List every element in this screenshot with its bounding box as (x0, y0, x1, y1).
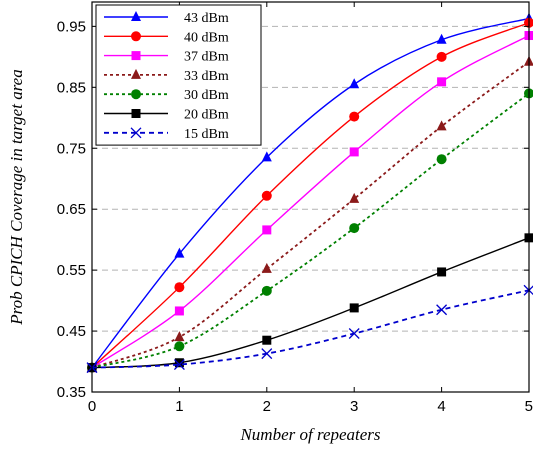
y-axis-label: Prob CPICH Coverage in target area (7, 69, 26, 325)
legend-marker (131, 68, 141, 79)
data-point (436, 33, 447, 44)
data-point (261, 151, 272, 162)
axis-ticks: 0.35 0.45 0.55 0.65 0.75 0.85 0.95 0 1 2 3 4 5 (57, 2, 533, 415)
y-tick-label: 0.55 (57, 262, 86, 279)
x-tick-label: 1 (175, 398, 183, 415)
y-tick-label: 0.45 (57, 323, 86, 340)
x-axis-label: Number of repeaters (239, 425, 380, 444)
data-point (174, 331, 185, 342)
legend-item: 15 dBm (104, 127, 229, 142)
data-point (349, 111, 360, 122)
legend-box (95, 4, 262, 146)
legend-item: 43 dBm (104, 11, 229, 26)
legend-marker (131, 51, 141, 61)
data-point (174, 282, 185, 293)
data-point (261, 262, 272, 273)
legend-item: 40 dBm (104, 30, 229, 45)
y-tick-label: 0.95 (57, 18, 86, 35)
y-tick-label: 0.75 (57, 140, 86, 157)
data-point (262, 225, 272, 235)
legend-label: 40 dBm (184, 30, 229, 45)
data-point (436, 154, 447, 165)
legend-item: 20 dBm (104, 108, 229, 123)
x-tick-label: 4 (437, 398, 445, 415)
data-point (436, 120, 447, 131)
legend-item: 37 dBm (104, 50, 229, 65)
legend-marker (131, 89, 141, 100)
data-point (348, 328, 360, 339)
data-point (174, 341, 185, 352)
y-tick-label: 0.85 (57, 79, 86, 96)
legend: 43 dBm 40 dBm 37 dBm 33 dBm 30 dBm 20 dBm 15 d… (95, 4, 262, 146)
data-point (262, 335, 272, 345)
x-tick-label: 2 (263, 398, 271, 415)
series-line (91, 289, 530, 369)
series-lines (86, 12, 533, 374)
legend-item: 30 dBm (104, 88, 229, 103)
legend-label: 33 dBm (184, 69, 229, 84)
legend-label: 37 dBm (184, 50, 229, 65)
legend-marker (131, 31, 141, 42)
series-20-dbm (87, 233, 533, 373)
legend-marker (130, 127, 142, 139)
y-tick-label: 0.35 (57, 384, 86, 401)
data-point (174, 358, 184, 368)
series-line (91, 237, 530, 369)
legend-label: 15 dBm (184, 127, 229, 142)
data-point (437, 267, 447, 277)
x-tick-label: 5 (525, 398, 533, 415)
data-point (436, 304, 448, 316)
legend-label: 30 dBm (184, 88, 229, 103)
data-point (436, 51, 447, 62)
data-point (261, 348, 273, 360)
data-point (349, 78, 360, 89)
y-tick-label: 0.65 (57, 201, 86, 218)
data-point (261, 285, 272, 296)
data-point (173, 359, 185, 371)
legend-item: 33 dBm (104, 68, 229, 84)
data-point (349, 223, 360, 234)
legend-label: 43 dBm (184, 11, 229, 26)
plot-frame (91, 1, 530, 393)
data-point (349, 303, 359, 313)
data-point (437, 77, 447, 87)
data-point (174, 247, 185, 258)
legend-marker (131, 11, 141, 21)
series-line (91, 60, 530, 369)
x-tick-label: 3 (350, 398, 358, 415)
legend-marker (131, 109, 141, 118)
data-point (261, 190, 272, 201)
x-tick-label: 0 (88, 398, 96, 415)
data-point (349, 192, 360, 203)
data-point (349, 147, 359, 157)
data-point (174, 306, 184, 316)
legend-label: 20 dBm (184, 108, 229, 123)
